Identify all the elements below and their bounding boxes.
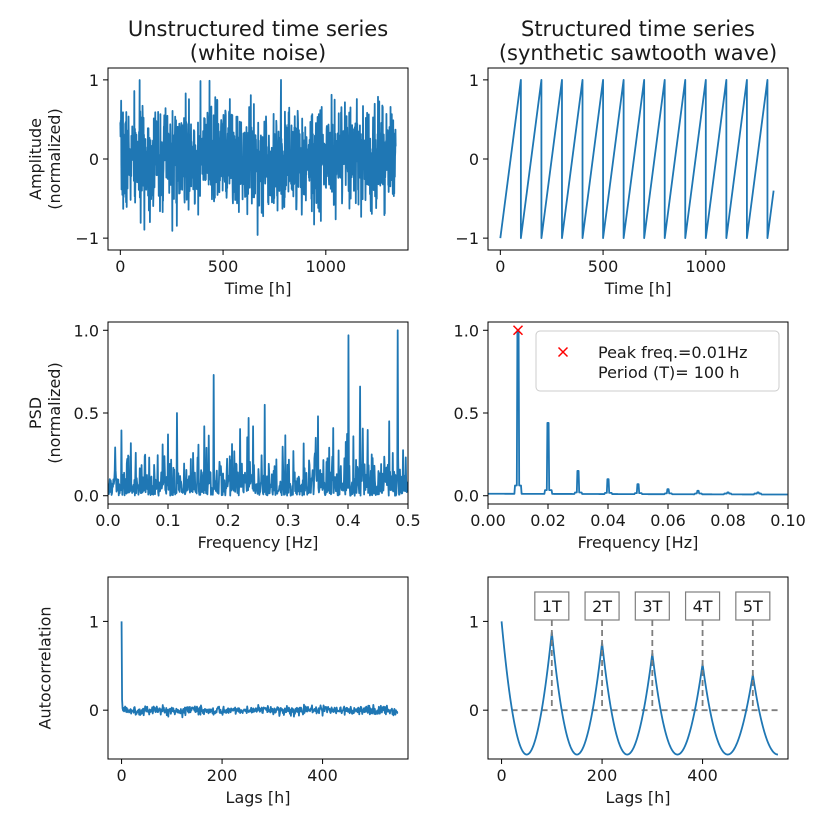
- x-tick-label: 0.1: [155, 511, 180, 530]
- y-tick-label: 0: [469, 701, 479, 720]
- period-label-box: [684, 591, 721, 621]
- x-tick-label: 0.08: [710, 511, 746, 530]
- x-axis-label: Frequency [Hz]: [198, 533, 319, 552]
- x-tick-label: 0.3: [275, 511, 300, 530]
- x-tick-label: 0.06: [650, 511, 686, 530]
- period-label-3T: 3T: [634, 591, 670, 621]
- series-line: [119, 79, 397, 236]
- x-axis-label: Time [h]: [604, 279, 672, 298]
- y-tick-label: −1: [75, 229, 99, 248]
- x-tick-label: 1000: [305, 257, 346, 276]
- y-tick-label: 1: [89, 612, 99, 631]
- y-tick-label: 0.5: [454, 404, 479, 423]
- y-axis-label: (normalized): [45, 108, 64, 209]
- peak-marker: [512, 325, 524, 336]
- legend-entry: Peak freq.=0.01Hz: [598, 343, 747, 362]
- series-line: [499, 78, 775, 240]
- x-tick-label: 500: [588, 257, 619, 276]
- y-tick-label: 0.0: [454, 487, 479, 506]
- period-label-text: 2T: [592, 597, 612, 616]
- x-tick-label: 0: [495, 257, 505, 276]
- y-axis-label: Autocorrelation: [36, 607, 55, 730]
- x-tick-label: 0: [115, 257, 125, 276]
- period-label-box: [534, 591, 570, 621]
- series-line: [500, 621, 779, 756]
- x-tick-label: 200: [207, 766, 238, 785]
- y-axis-label: PSD: [26, 397, 45, 429]
- period-label-1T: 1T: [534, 591, 570, 621]
- x-tick-label: 0.2: [215, 511, 240, 530]
- y-tick-label: 0: [89, 701, 99, 720]
- x-tick-label: 400: [687, 766, 718, 785]
- x-axis-label: Lags [h]: [606, 788, 671, 807]
- period-label-text: 3T: [642, 597, 662, 616]
- series-line: [488, 329, 788, 496]
- period-label-text: 4T: [693, 597, 713, 616]
- y-tick-label: 0: [469, 150, 479, 169]
- x-tick-label: 400: [307, 766, 338, 785]
- period-label-box: [634, 591, 670, 621]
- series-line: [120, 621, 399, 719]
- period-label-text: 5T: [743, 597, 763, 616]
- legend-marker: [557, 346, 569, 358]
- x-tick-label: 0.00: [470, 511, 506, 530]
- x-tick-label: 0.5: [395, 511, 420, 530]
- panel-noise-ts: 0 500 1000 −1 0 1 Time [h] Amplitude (normalized…: [26, 17, 409, 298]
- panel-noise-acf: 0 200 400 0 1 Lags [h] Autocorrelation: [36, 576, 409, 807]
- x-axis-label: Time [h]: [224, 279, 292, 298]
- y-tick-label: −1: [455, 229, 479, 248]
- period-label-text: 1T: [542, 597, 562, 616]
- panel-saw-ts: 0 500 1000 −1 0 1 Time [h] Structured time seri…: [455, 17, 789, 298]
- x-tick-label: 1000: [685, 257, 726, 276]
- period-label-2T: 2T: [584, 591, 620, 621]
- y-tick-label: 1: [469, 71, 479, 90]
- legend-entry: Period (T)= 100 h: [598, 363, 740, 382]
- x-axis-label: Lags [h]: [226, 788, 291, 807]
- axes-frame: [107, 576, 409, 760]
- y-tick-label: 0.5: [74, 404, 99, 423]
- y-tick-label: 1: [89, 71, 99, 90]
- period-label-box: [584, 591, 620, 621]
- y-axis-label: (normalized): [45, 362, 64, 463]
- period-label-5T: 5T: [735, 591, 771, 621]
- y-tick-label: 0: [89, 150, 99, 169]
- x-tick-label: 500: [208, 257, 239, 276]
- x-tick-label: 0.04: [590, 511, 626, 530]
- x-tick-label: 0.10: [770, 511, 806, 530]
- y-tick-label: 0.0: [74, 487, 99, 506]
- chart-title: (white noise): [190, 41, 326, 65]
- chart-title: (synthetic sawtooth wave): [499, 41, 777, 65]
- x-tick-label: 0: [116, 766, 126, 785]
- x-axis-label: Frequency [Hz]: [578, 533, 699, 552]
- y-tick-label: 1: [469, 612, 479, 631]
- axes-frame: [487, 67, 789, 251]
- x-tick-label: 0: [496, 766, 506, 785]
- chart-title: Structured time series: [521, 17, 755, 41]
- axes-frame: [487, 576, 789, 760]
- panel-noise-psd: 0.0 0.1 0.2 0.3 0.4 0.5 0.0 0.5 1.0 Frequency [Hz…: [26, 321, 421, 552]
- series-line: [108, 329, 408, 497]
- x-tick-label: 0.4: [335, 511, 360, 530]
- panel-saw-acf: 1T 2T 3T 4T 5T 0 200 400 0 1 Lags [h]: [469, 576, 789, 807]
- y-tick-label: 1.0: [74, 321, 99, 340]
- x-tick-label: 200: [587, 766, 618, 785]
- x-tick-label: 0.02: [530, 511, 566, 530]
- y-tick-label: 1.0: [454, 321, 479, 340]
- x-tick-label: 0.0: [95, 511, 120, 530]
- period-label-box: [735, 591, 771, 621]
- chart-title: Unstructured time series: [128, 17, 388, 41]
- y-axis-label: Amplitude: [26, 118, 45, 200]
- legend-box: [535, 330, 780, 392]
- period-label-4T: 4T: [684, 591, 721, 621]
